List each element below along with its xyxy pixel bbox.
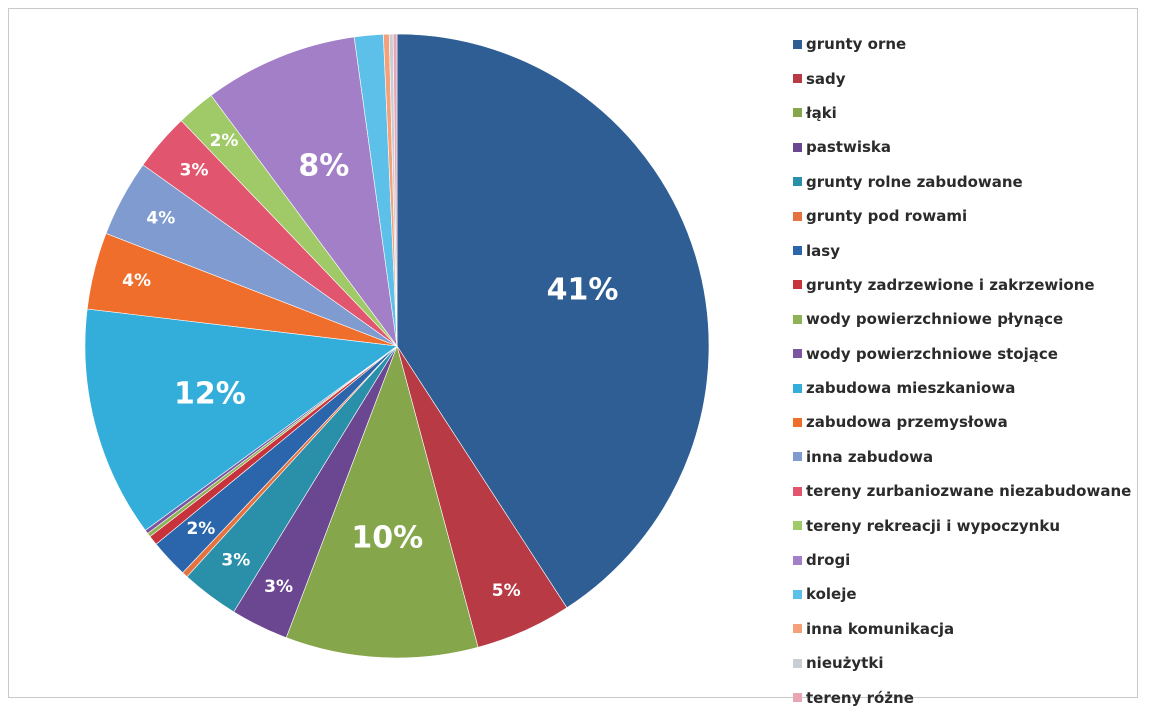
legend-swatch-6 [793,246,802,256]
legend-label-6: lasy [806,241,840,260]
legend-swatch-16 [793,589,802,599]
pie-slice-2 [285,345,479,659]
legend-swatch-4 [793,177,802,187]
legend-item-12: inna zabudowa [793,440,1131,474]
legend-swatch-14 [793,521,802,531]
legend-item-16: koleje [793,577,1131,611]
legend-label-1: sady [806,69,846,88]
legend-item-7: grunty zadrzewione i zakrzewione [793,268,1131,302]
legend-item-13: tereny zurbaniozwane niezabudowane [793,474,1131,508]
legend-item-15: drogi [793,543,1131,577]
slice-label-0: 41% [547,273,619,308]
legend-item-18: nieużytki [793,646,1131,680]
legend-item-5: grunty pod rowami [793,199,1131,233]
pie-slice-15 [210,36,398,347]
legend: grunty orne sady łąki pastwiska grunty rolne… [793,27,1131,715]
legend-label-11: zabudowa przemysłowa [806,413,1008,432]
legend-swatch-15 [793,555,802,565]
legend-label-13: tereny zurbaniozwane niezabudowane [806,482,1132,501]
legend-label-16: koleje [806,585,857,604]
legend-item-10: zabudowa mieszkaniowa [793,371,1131,405]
legend-swatch-19 [793,693,802,703]
legend-label-15: drogi [806,551,851,570]
legend-swatch-3 [793,142,802,152]
pie-chart: 41%5%10%3%3%2%12%4%4%3%2%8% [84,33,710,659]
legend-swatch-18 [793,658,802,668]
legend-item-14: tereny rekreacji i wypoczynku [793,508,1131,542]
legend-swatch-7 [793,280,802,290]
legend-item-4: grunty rolne zabudowane [793,165,1131,199]
legend-swatch-2 [793,108,802,118]
slice-label-2: 10% [351,521,423,556]
legend-item-0: grunty orne [793,27,1131,61]
legend-label-2: łąki [806,103,837,122]
legend-item-3: pastwiska [793,130,1131,164]
legend-swatch-17 [793,624,802,634]
legend-swatch-9 [793,349,802,359]
legend-item-17: inna komunikacja [793,612,1131,646]
legend-item-11: zabudowa przemysłowa [793,405,1131,439]
legend-swatch-13 [793,486,802,496]
slice-label-13: 3% [180,160,209,180]
legend-swatch-8 [793,314,802,324]
legend-label-18: nieużytki [806,654,884,673]
legend-label-17: inna komunikacja [806,619,955,638]
legend-swatch-11 [793,417,802,427]
slice-label-10: 12% [174,377,246,412]
legend-item-19: tereny różne [793,680,1131,714]
slice-label-14: 2% [210,131,239,151]
legend-label-7: grunty zadrzewione i zakrzewione [806,275,1095,294]
slice-label-11: 4% [122,271,151,291]
legend-swatch-5 [793,211,802,221]
slice-label-1: 5% [492,581,521,601]
legend-label-10: zabudowa mieszkaniowa [806,379,1016,398]
slice-label-15: 8% [298,148,349,183]
legend-swatch-0 [793,39,802,49]
legend-item-6: lasy [793,233,1131,267]
legend-label-9: wody powierzchniowe stojące [806,344,1058,363]
legend-swatch-10 [793,383,802,393]
legend-label-19: tereny różne [806,688,914,707]
legend-label-3: pastwiska [806,138,891,157]
legend-swatch-1 [793,74,802,84]
legend-item-9: wody powierzchniowe stojące [793,337,1131,371]
legend-label-4: grunty rolne zabudowane [806,172,1023,191]
pie-slice-10 [84,308,398,531]
legend-label-0: grunty orne [806,35,907,54]
legend-item-1: sady [793,61,1131,95]
legend-item-2: łąki [793,96,1131,130]
legend-swatch-12 [793,452,802,462]
legend-label-12: inna zabudowa [806,447,934,466]
slice-label-12: 4% [146,209,175,229]
pie-slice-0 [396,33,710,609]
chart-area: 41% 5% 10% 3% 3% 2% 12% 4% 4% 3% 2% 8% grunty orne s… [8,8,1138,707]
slice-label-4: 3% [221,551,250,571]
legend-label-5: grunty pod rowami [806,207,968,226]
slice-label-6: 2% [186,519,215,539]
legend-label-8: wody powierzchniowe płynące [806,310,1064,329]
pie-slice-19 [392,33,398,347]
legend-label-14: tereny rekreacji i wypoczynku [806,516,1061,535]
legend-item-8: wody powierzchniowe płynące [793,302,1131,336]
slice-label-3: 3% [264,577,293,597]
